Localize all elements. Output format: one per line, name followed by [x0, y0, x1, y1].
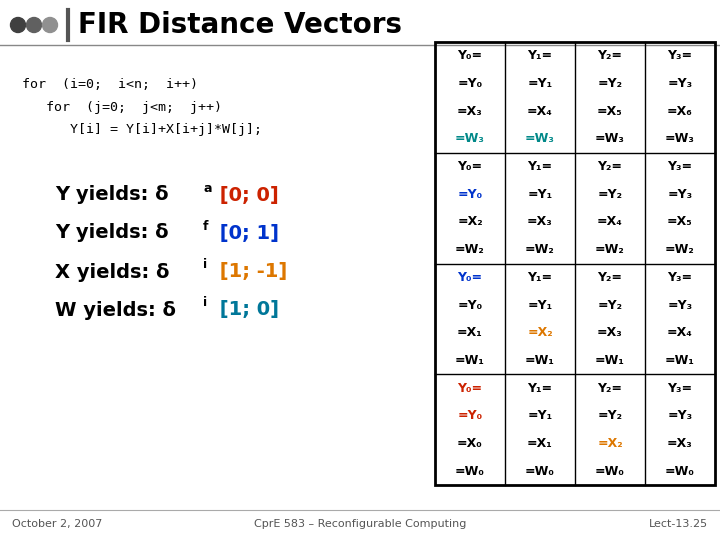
Circle shape	[11, 17, 25, 32]
Text: =Y₀: =Y₀	[457, 188, 482, 201]
Text: =X₂: =X₂	[457, 215, 483, 228]
Text: [0; 0]: [0; 0]	[213, 186, 279, 205]
Text: =W₃: =W₃	[525, 132, 555, 145]
Text: =X₄: =X₄	[667, 326, 693, 339]
Text: =Y₃: =Y₃	[667, 77, 693, 90]
Text: =W₀: =W₀	[595, 464, 625, 478]
Text: October 2, 2007: October 2, 2007	[12, 519, 102, 529]
Text: i: i	[203, 259, 207, 272]
Text: Y[i] = Y[i]+X[i+j]*W[j];: Y[i] = Y[i]+X[i+j]*W[j];	[22, 124, 262, 137]
Text: =W₀: =W₀	[525, 464, 555, 478]
Text: [0; 1]: [0; 1]	[213, 224, 279, 242]
Text: =Y₀: =Y₀	[457, 299, 482, 312]
Text: Y₂=: Y₂=	[598, 160, 623, 173]
Text: =W₃: =W₃	[595, 132, 625, 145]
Text: Y₁=: Y₁=	[528, 271, 552, 284]
Text: =W₁: =W₁	[525, 354, 555, 367]
Text: =X₂: =X₂	[527, 326, 553, 339]
Text: Y₃=: Y₃=	[667, 160, 693, 173]
Text: Y₂=: Y₂=	[598, 271, 623, 284]
Text: =X₆: =X₆	[667, 105, 693, 118]
Text: =W₁: =W₁	[455, 354, 485, 367]
Text: =Y₀: =Y₀	[457, 409, 482, 422]
Text: =W₁: =W₁	[665, 354, 695, 367]
Circle shape	[42, 17, 58, 32]
Text: =X₄: =X₄	[527, 105, 553, 118]
Text: FIR Distance Vectors: FIR Distance Vectors	[78, 11, 402, 39]
Text: Y₀=: Y₀=	[457, 49, 482, 62]
Text: =X₃: =X₃	[667, 437, 693, 450]
Text: Lect-13.25: Lect-13.25	[649, 519, 708, 529]
Text: [1; -1]: [1; -1]	[213, 262, 287, 281]
Text: Y₀=: Y₀=	[457, 271, 482, 284]
Text: =W₀: =W₀	[665, 464, 695, 478]
Text: =X₅: =X₅	[597, 105, 623, 118]
Text: =Y₂: =Y₂	[598, 299, 623, 312]
Text: Y yields: δ: Y yields: δ	[55, 224, 168, 242]
Text: Y₂=: Y₂=	[598, 49, 623, 62]
Text: Y₃=: Y₃=	[667, 49, 693, 62]
Text: =W₁: =W₁	[595, 354, 625, 367]
Text: =Y₁: =Y₁	[528, 188, 552, 201]
Text: =Y₃: =Y₃	[667, 409, 693, 422]
Text: Y₁=: Y₁=	[528, 160, 552, 173]
Text: =Y₁: =Y₁	[528, 77, 552, 90]
Text: =Y₂: =Y₂	[598, 77, 623, 90]
Text: f: f	[203, 219, 209, 233]
Text: =W₂: =W₂	[455, 243, 485, 256]
Circle shape	[27, 17, 42, 32]
Text: Y₂=: Y₂=	[598, 382, 623, 395]
Text: =X₄: =X₄	[597, 215, 623, 228]
Text: =W₂: =W₂	[595, 243, 625, 256]
Text: =X₃: =X₃	[597, 326, 623, 339]
Text: Y₃=: Y₃=	[667, 271, 693, 284]
Text: =W₀: =W₀	[455, 464, 485, 478]
Text: CprE 583 – Reconfigurable Computing: CprE 583 – Reconfigurable Computing	[254, 519, 466, 529]
Text: =X₃: =X₃	[527, 215, 553, 228]
Text: =W₃: =W₃	[665, 132, 695, 145]
Text: [1; 0]: [1; 0]	[213, 300, 279, 320]
Text: =Y₂: =Y₂	[598, 188, 623, 201]
Text: Y₀=: Y₀=	[457, 160, 482, 173]
Text: Y₃=: Y₃=	[667, 382, 693, 395]
Text: a: a	[203, 181, 212, 194]
Text: Y₁=: Y₁=	[528, 382, 552, 395]
Text: =Y₃: =Y₃	[667, 188, 693, 201]
Text: for  (j=0;  j<m;  j++): for (j=0; j<m; j++)	[22, 102, 222, 114]
Text: =X₂: =X₂	[597, 437, 623, 450]
Text: =W₂: =W₂	[525, 243, 555, 256]
Text: X yields: δ: X yields: δ	[55, 262, 169, 281]
Text: =Y₁: =Y₁	[528, 409, 552, 422]
Text: =X₅: =X₅	[667, 215, 693, 228]
Text: =X₃: =X₃	[457, 105, 483, 118]
Bar	[435, 42, 715, 485]
Text: =W₃: =W₃	[455, 132, 485, 145]
Text: for  (i=0;  i<n;  i++): for (i=0; i<n; i++)	[22, 78, 198, 91]
Text: =X₁: =X₁	[527, 437, 553, 450]
Text: i: i	[203, 296, 207, 309]
Text: Y₁=: Y₁=	[528, 49, 552, 62]
Text: =Y₂: =Y₂	[598, 409, 623, 422]
Text: Y yields: δ: Y yields: δ	[55, 186, 168, 205]
Text: =X₁: =X₁	[457, 326, 483, 339]
Text: =Y₁: =Y₁	[528, 299, 552, 312]
Text: W yields: δ: W yields: δ	[55, 300, 176, 320]
Text: =Y₀: =Y₀	[457, 77, 482, 90]
Text: =Y₃: =Y₃	[667, 299, 693, 312]
Text: =W₂: =W₂	[665, 243, 695, 256]
Text: =X₀: =X₀	[457, 437, 483, 450]
Text: Y₀=: Y₀=	[457, 382, 482, 395]
